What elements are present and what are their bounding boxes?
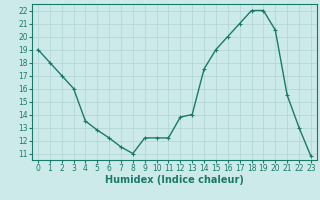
- X-axis label: Humidex (Indice chaleur): Humidex (Indice chaleur): [105, 175, 244, 185]
